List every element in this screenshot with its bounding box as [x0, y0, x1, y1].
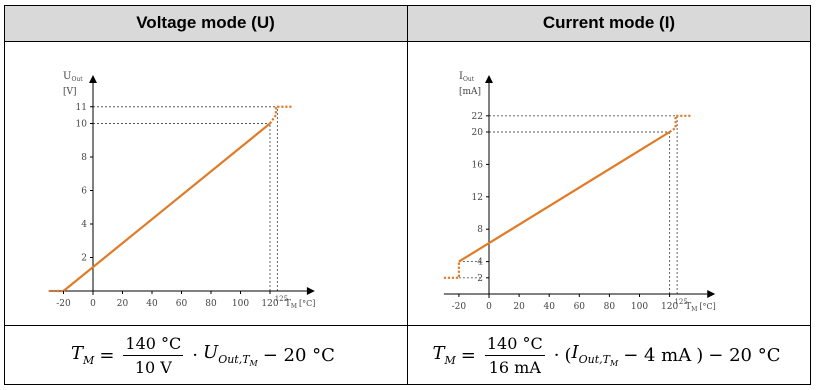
y-axis-arrow-icon	[89, 75, 97, 83]
y-axis-unit: [mA]	[459, 87, 481, 97]
header-voltage-mode: Voltage mode (U)	[4, 5, 407, 41]
x-tick-label-extra: 125	[275, 295, 288, 303]
formula-tail: − 20 °C	[708, 344, 781, 366]
series-line	[458, 131, 671, 263]
y-tick-label: 16	[472, 160, 484, 170]
x-tick-label: 120	[261, 299, 278, 309]
x-axis-label: TM [°C]	[685, 302, 716, 313]
table-row-divider-2	[4, 325, 811, 326]
formula-dot: ·	[192, 344, 199, 366]
formula-fraction: 140 °C 10 V	[123, 334, 184, 377]
formula-equals: =	[99, 344, 115, 366]
formula-variable: IOut,TM	[571, 342, 619, 368]
y-axis-unit: [V]	[63, 87, 77, 97]
series-line	[62, 122, 271, 292]
x-axis-label: TM [°C]	[285, 299, 316, 310]
x-tick-label: 40	[543, 302, 555, 312]
formula-dot: ·	[553, 344, 560, 366]
formula-fraction: 140 °C 16 mA	[484, 334, 545, 377]
series-limit-line	[668, 114, 693, 133]
y-tick-label: 8	[477, 225, 483, 235]
table-border-middle	[407, 5, 408, 385]
formula-close-paren: )	[696, 344, 704, 366]
formula-lhs: TM	[432, 343, 456, 367]
formula-lhs: TM	[71, 343, 95, 367]
header-current-mode: Current mode (I)	[407, 5, 811, 41]
table-border-left	[4, 5, 5, 385]
y-tick-label: 10	[76, 120, 88, 130]
voltage-chart-cell: 2 4 6 8 10 11 -20 0 20 40 60 80 100 120 125 UOut [V] TM [°…	[4, 41, 407, 325]
x-tick-label: 20	[513, 302, 525, 312]
series-limit-line	[443, 261, 461, 279]
fraction-numerator: 140 °C	[484, 334, 545, 356]
x-tick-label: 80	[205, 299, 217, 309]
x-axis-arrow-icon	[306, 287, 315, 295]
y-tick-label: 4	[477, 258, 483, 268]
formula-tail: − 20 °C	[262, 344, 335, 366]
x-tick-label: 0	[486, 302, 492, 312]
x-tick-label: 40	[146, 299, 158, 309]
x-tick-label: 20	[117, 299, 129, 309]
x-tick-label: 100	[232, 299, 249, 309]
x-tick-label: -20	[452, 302, 467, 312]
comparison-table: Voltage mode (U) Current mode (I) 2 4 6 8 10…	[4, 5, 811, 385]
current-chart-cell: 2 4 8 12 16 20 22 -20 0 20 40 60 80 100 120 125 IOut [mA]…	[407, 41, 811, 325]
table-border-right	[810, 5, 811, 385]
x-tick-label: 80	[604, 302, 616, 312]
current-formula: TM = 140 °C 16 mA · ( IOut,TM − 4 mA ) −…	[407, 325, 811, 385]
x-axis-arrow-icon	[707, 290, 716, 298]
formula-open-paren: (	[564, 344, 572, 366]
y-axis-label: IOut	[459, 71, 475, 83]
x-tick-label-extra: 125	[674, 298, 687, 306]
voltage-formula: TM = 140 °C 10 V · UOut,TM − 20 °C	[4, 325, 407, 385]
formula-equals: =	[460, 344, 476, 366]
y-tick-label: 8	[81, 153, 87, 163]
y-tick-label: 6	[81, 187, 87, 197]
x-tick-label: -20	[56, 299, 71, 309]
y-tick-label: 12	[472, 193, 483, 203]
y-tick-label: 11	[76, 103, 87, 113]
x-tick-label: 100	[631, 302, 648, 312]
fraction-denominator: 10 V	[134, 357, 172, 377]
formula-variable: UOut,TM	[203, 342, 258, 368]
table-row-divider-1	[4, 41, 811, 42]
x-tick-label: 120	[661, 302, 678, 312]
y-tick-label: 20	[472, 128, 484, 138]
formula-minus-term: − 4 mA	[623, 344, 692, 366]
y-tick-label: 22	[472, 112, 483, 122]
x-tick-label: 60	[574, 302, 586, 312]
x-tick-label: 60	[176, 299, 188, 309]
x-tick-label: 0	[90, 299, 96, 309]
y-tick-label: 2	[81, 254, 87, 264]
fraction-denominator: 16 mA	[488, 357, 541, 377]
fraction-numerator: 140 °C	[123, 334, 184, 356]
y-tick-label: 2	[477, 274, 483, 284]
series-limit-line	[269, 105, 293, 125]
y-axis-label: UOut	[63, 71, 83, 83]
y-axis-arrow-icon	[485, 75, 493, 83]
y-tick-label: 4	[81, 220, 87, 230]
